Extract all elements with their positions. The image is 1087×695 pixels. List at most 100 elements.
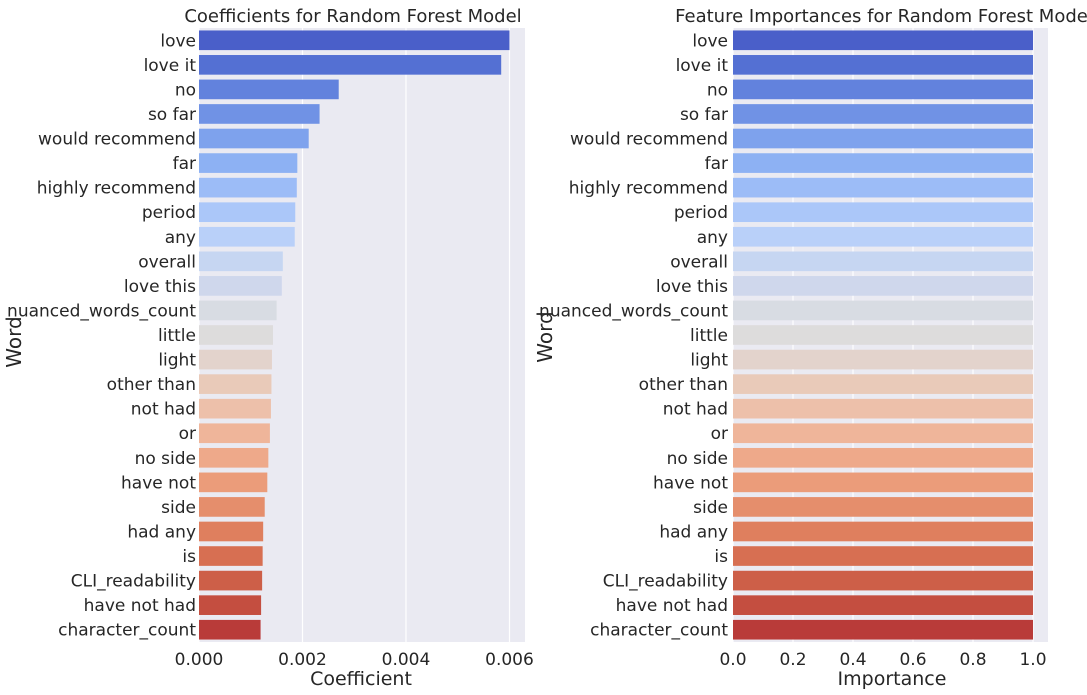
bar [199, 497, 265, 517]
y-tick-label: would recommend [570, 130, 728, 150]
y-tick-label: little [158, 326, 196, 346]
bar [199, 423, 270, 444]
bar [199, 128, 309, 149]
bar [733, 472, 1033, 493]
x-tick-label: 1.0 [1019, 650, 1046, 670]
bar [199, 300, 277, 321]
y-tick-label: is [714, 547, 728, 567]
x-tick-label: 0.0 [719, 650, 746, 670]
coefficients-chart: Coefficients for Random Forest Model Wor… [2, 6, 534, 690]
y-tick-label: light [690, 351, 728, 371]
y-tick-label: highly recommend [569, 179, 728, 199]
y-tick-label: had any [127, 522, 196, 542]
x-tick-label: 0.004 [382, 650, 431, 670]
y-tick-label: side [693, 498, 728, 518]
x-tick-label: 0.6 [899, 650, 926, 670]
bar [199, 226, 295, 247]
x-tick-label: 0.006 [485, 650, 534, 670]
bar [733, 398, 1033, 419]
y-tick-label: any [697, 228, 728, 248]
y-axis-label: Word [2, 316, 26, 367]
x-tick-label: 0.000 [175, 650, 224, 670]
y-tick-label: no [707, 80, 728, 100]
bar [199, 202, 296, 223]
y-tick-label: no side [135, 449, 196, 469]
bar [199, 374, 272, 394]
y-tick-label: other than [639, 375, 728, 395]
y-tick-label: far [705, 154, 728, 174]
y-tick-label: overall [138, 252, 196, 272]
y-tick-label: have not had [616, 596, 728, 616]
y-tick-label: character_count [590, 621, 728, 641]
bar [199, 30, 510, 51]
bar [733, 374, 1033, 394]
bar [199, 177, 297, 198]
y-tick-label: love [692, 31, 728, 51]
y-tick-label: love [160, 31, 196, 51]
y-tick-label: have not [121, 473, 196, 493]
y-tick-label: or [711, 424, 728, 444]
y-tick-label: character_count [58, 621, 196, 641]
bar [733, 276, 1033, 296]
bar [199, 104, 320, 124]
x-tick-label: 0.4 [839, 650, 866, 670]
feature-importances-chart: Feature Importances for Random Forest Mo… [533, 6, 1087, 690]
bar [199, 447, 269, 468]
y-tick-label: overall [670, 252, 728, 272]
y-tick-label: no [175, 80, 196, 100]
bar [199, 251, 283, 272]
bar [733, 226, 1033, 247]
y-tick-label: not had [663, 400, 728, 420]
y-tick-label: had any [659, 522, 728, 542]
bar [199, 619, 261, 640]
bar [199, 546, 263, 566]
y-tick-label: so far [148, 105, 196, 125]
y-tick-label: love it [144, 56, 197, 76]
bar [733, 55, 1033, 75]
y-tick-label: so far [680, 105, 728, 125]
bar [199, 521, 264, 542]
bar [199, 325, 273, 345]
y-tick-label: love it [676, 56, 729, 76]
bar [199, 276, 282, 296]
y-tick-label: period [142, 203, 196, 223]
y-tick-label: have not had [84, 596, 196, 616]
bar [733, 325, 1033, 345]
chart-title: Coefficients for Random Forest Model [184, 6, 521, 27]
bar [733, 177, 1033, 198]
x-axis-label: Importance [838, 668, 947, 690]
y-tick-label: far [173, 154, 196, 174]
y-tick-label: is [182, 547, 196, 567]
y-tick-label: side [161, 498, 196, 518]
chart-title: Feature Importances for Random Forest Mo… [675, 6, 1087, 27]
x-tick-label: 0.002 [278, 650, 327, 670]
bar [733, 546, 1033, 566]
y-tick-label: love this [656, 277, 728, 297]
bar [733, 79, 1033, 100]
y-tick-label: any [165, 228, 196, 248]
y-tick-label: CLI_readability [71, 572, 196, 592]
bar [199, 595, 262, 615]
bar [733, 128, 1033, 149]
bar [199, 153, 298, 173]
x-axis-label: Coefficient [310, 668, 412, 690]
bar [199, 570, 263, 591]
y-tick-label: period [674, 203, 728, 223]
y-tick-label: CLI_readability [603, 572, 728, 592]
bar [199, 349, 272, 370]
y-tick-label: light [158, 351, 196, 371]
bar [733, 570, 1033, 591]
y-tick-label: have not [653, 473, 728, 493]
y-tick-label: love this [124, 277, 196, 297]
bar [733, 619, 1033, 640]
bar [733, 104, 1033, 124]
y-tick-label: or [179, 424, 196, 444]
x-tick-label: 0.8 [959, 650, 986, 670]
bar [199, 55, 502, 75]
bar [733, 300, 1033, 321]
bar [733, 202, 1033, 223]
bar [733, 251, 1033, 272]
bar [733, 447, 1033, 468]
bar [733, 423, 1033, 444]
